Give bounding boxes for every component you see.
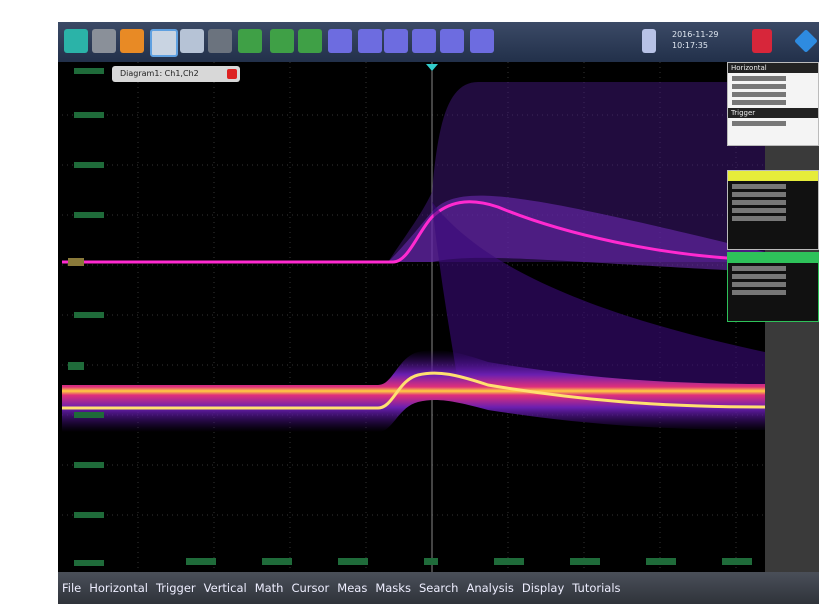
datetime: 2016-11-29 10:17:35 (672, 29, 719, 51)
hist-icon[interactable] (298, 29, 322, 53)
menu-item[interactable]: Analysis (462, 581, 517, 595)
menu-item[interactable]: Horizontal (85, 581, 152, 595)
print-icon[interactable] (208, 29, 232, 53)
menu-item[interactable]: Display (518, 581, 568, 595)
record-icon[interactable] (752, 29, 772, 53)
diagram-tab[interactable]: Diagram1: Ch1,Ch2 (112, 66, 240, 82)
time: 10:17:35 (672, 40, 719, 51)
zoom-icon[interactable] (270, 29, 294, 53)
ch1-panel (727, 170, 819, 250)
ch2-panel (727, 252, 819, 322)
analysis-icon[interactable] (440, 29, 464, 53)
trigger-marker (426, 64, 438, 71)
logo-icon[interactable] (794, 29, 818, 53)
screenshot-icon[interactable] (150, 29, 178, 57)
toolbar: 2016-11-29 10:17:35 (58, 22, 819, 62)
menu-item[interactable]: File (58, 581, 85, 595)
save-icon[interactable] (180, 29, 204, 53)
oscilloscope-screen: 2016-11-29 10:17:35 (58, 22, 819, 604)
menu-item[interactable]: Math (251, 581, 288, 595)
menu-item[interactable]: Masks (371, 581, 415, 595)
panel-title: Horizontal (728, 63, 818, 73)
menu-item[interactable]: Tutorials (568, 581, 624, 595)
panel-title: Trigger (728, 108, 818, 118)
waveform-area (58, 62, 765, 572)
back-icon[interactable] (64, 29, 88, 53)
autoset-icon[interactable] (238, 29, 262, 53)
search-icon[interactable] (412, 29, 436, 53)
tab-close[interactable] (227, 69, 237, 79)
horizontal-panel: Horizontal Trigger (727, 62, 819, 146)
menu-item[interactable]: Search (415, 581, 463, 595)
forward-icon[interactable] (92, 29, 116, 53)
menu-item[interactable]: Meas (333, 581, 371, 595)
display-icon[interactable] (470, 29, 494, 53)
run-icon[interactable] (642, 29, 656, 53)
tab-label: Diagram1: Ch1,Ch2 (120, 69, 199, 78)
page: 2016-11-29 10:17:35 (0, 0, 819, 604)
undo-icon[interactable] (120, 29, 144, 53)
cursor-icon[interactable] (358, 29, 382, 53)
menu-item[interactable]: Cursor (287, 581, 333, 595)
mask-icon[interactable] (384, 29, 408, 53)
date: 2016-11-29 (672, 29, 719, 40)
menu-item[interactable]: Trigger (152, 581, 200, 595)
menu-item[interactable]: Vertical (200, 581, 251, 595)
measure-icon[interactable] (328, 29, 352, 53)
